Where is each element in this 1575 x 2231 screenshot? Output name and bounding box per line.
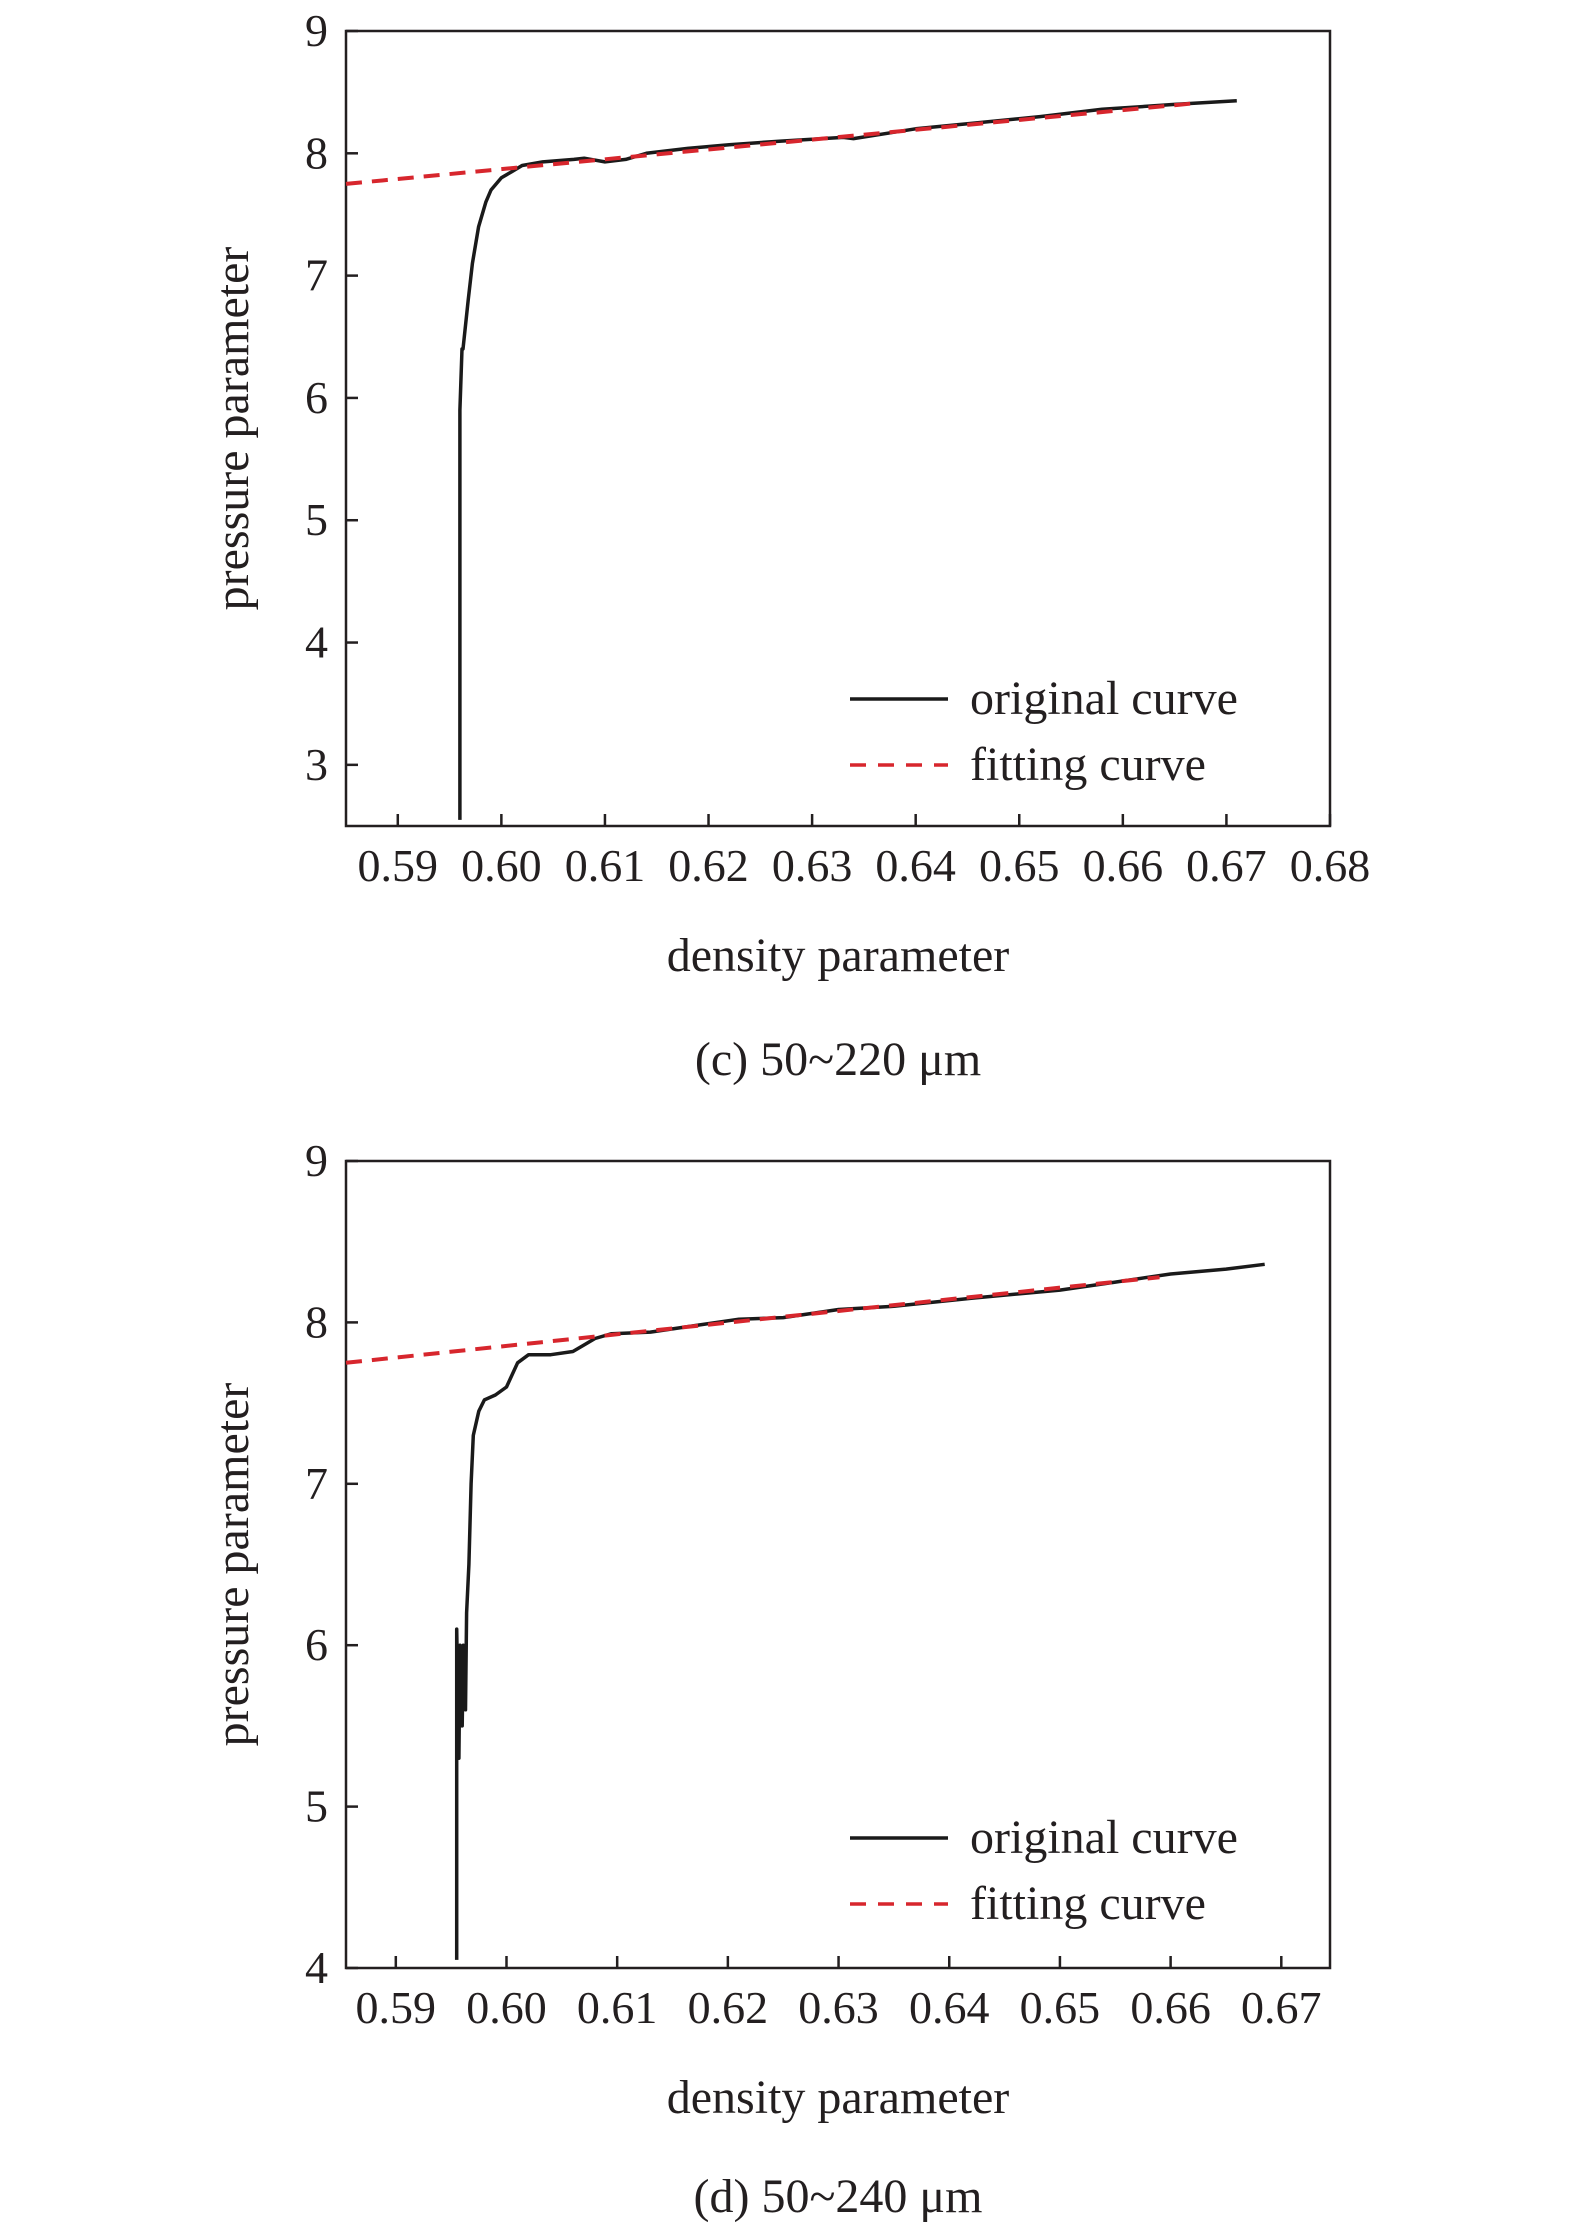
y-axis-label: pressure parameter <box>206 1383 259 1747</box>
x-tick-label: 0.63 <box>798 1982 879 2033</box>
y-tick-label: 6 <box>305 372 328 423</box>
y-axis-label: pressure parameter <box>206 247 259 611</box>
x-tick-label: 0.63 <box>772 840 853 891</box>
chart-panel-d: 0.59 0.60 0.61 0.62 0.63 0.64 0.65 0.66 0.67 4 5 6 7… <box>206 1135 1332 2223</box>
legend-label: fitting curve <box>970 1877 1206 1930</box>
x-axis-label: density parameter <box>667 929 1010 982</box>
y-tick-label: 4 <box>305 617 328 668</box>
y-tick-label: 9 <box>305 1135 328 1186</box>
series-line-fitting-curve <box>345 1275 1160 1365</box>
x-tick-label: 0.62 <box>668 840 749 891</box>
legend-label: fitting curve <box>970 738 1206 791</box>
figure-caption: (d) 50~240 μm <box>693 2170 982 2223</box>
y-tick-label: 8 <box>305 1296 328 1347</box>
x-tick-label: 0.61 <box>565 840 646 891</box>
chart-panel-c: 0.59 0.60 0.61 0.62 0.63 0.64 0.65 0.66 0.67 0.68… <box>206 5 1370 1086</box>
y-tick-label: 8 <box>305 127 328 178</box>
series-line-fitting-curve <box>345 101 1196 186</box>
x-tick-label: 0.61 <box>577 1982 658 2033</box>
y-tick-label: 6 <box>305 1619 328 1670</box>
x-tick-label: 0.66 <box>1130 1982 1211 2033</box>
series-line-original-curve <box>458 98 1237 820</box>
y-tick-label: 4 <box>305 1942 328 1993</box>
series-line-original-curve <box>454 1262 1265 1960</box>
legend-label: original curve <box>970 1811 1238 1864</box>
legend: original curve fitting curve <box>850 672 1238 791</box>
x-tick-label: 0.59 <box>358 840 439 891</box>
x-tick-label: 0.62 <box>688 1982 769 2033</box>
x-tick-label: 0.67 <box>1241 1982 1322 2033</box>
x-tick-label: 0.67 <box>1186 840 1267 891</box>
legend: original curve fitting curve <box>850 1811 1238 1930</box>
x-tick-label: 0.64 <box>875 840 956 891</box>
x-tick-label: 0.65 <box>1020 1982 1101 2033</box>
legend-label: original curve <box>970 672 1238 725</box>
x-tick-label: 0.66 <box>1083 840 1164 891</box>
figure-caption: (c) 50~220 μm <box>695 1033 981 1086</box>
y-tick-label: 7 <box>305 1458 328 1509</box>
x-tick-label: 0.68 <box>1290 840 1371 891</box>
x-tick-label: 0.60 <box>461 840 542 891</box>
y-tick-label: 3 <box>305 739 328 790</box>
x-axis-label: density parameter <box>667 2071 1010 2124</box>
y-tick-label: 5 <box>305 494 328 545</box>
x-tick-label: 0.64 <box>909 1982 990 2033</box>
y-tick-label: 7 <box>305 250 328 301</box>
x-tick-label: 0.59 <box>356 1982 437 2033</box>
x-tick-label: 0.60 <box>466 1982 547 2033</box>
y-tick-label: 5 <box>305 1781 328 1832</box>
y-tick-label: 9 <box>305 5 328 56</box>
plot-frame <box>344 29 1332 828</box>
x-tick-label: 0.65 <box>979 840 1060 891</box>
